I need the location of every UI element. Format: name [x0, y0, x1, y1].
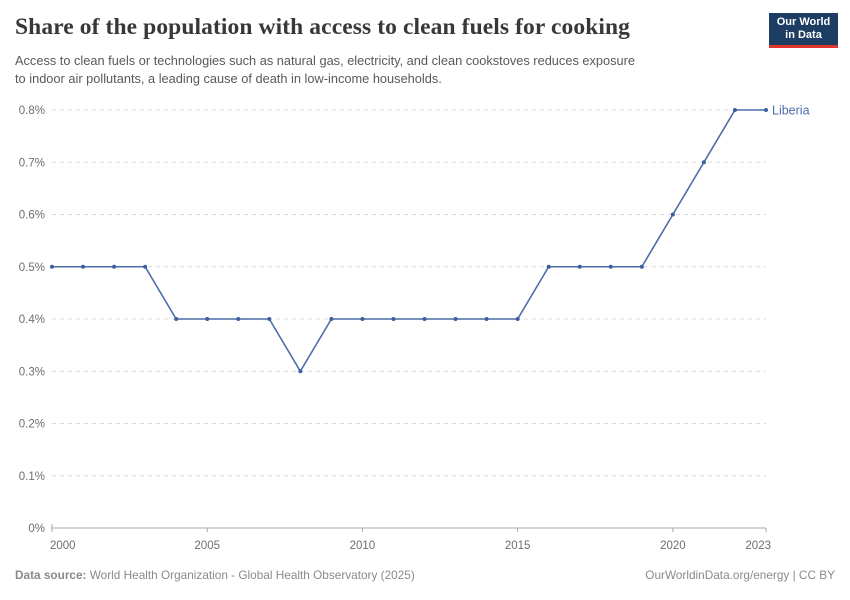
- data-point[interactable]: [577, 264, 582, 269]
- data-point[interactable]: [639, 264, 644, 269]
- y-tick-label: 0.7%: [19, 157, 45, 169]
- data-point[interactable]: [267, 317, 272, 321]
- owid-logo-line2: in Data: [785, 29, 822, 41]
- series-line[interactable]: [52, 109, 766, 373]
- chart-footer: Data source: World Health Organization -…: [15, 568, 835, 582]
- data-source: Data source: World Health Organization -…: [15, 568, 415, 582]
- data-point[interactable]: [50, 264, 54, 269]
- y-tick-label: 0.5%: [19, 262, 45, 274]
- data-source-label: Data source:: [15, 568, 87, 582]
- x-tick-label: 2005: [194, 540, 220, 552]
- data-point[interactable]: [298, 369, 303, 374]
- data-point[interactable]: [546, 264, 551, 269]
- x-tick-label: 2023: [745, 540, 771, 552]
- y-tick-label: 0.4%: [19, 314, 45, 326]
- owid-logo-line1: Our World: [776, 16, 831, 28]
- chart-subtitle: Access to clean fuels or technologies su…: [15, 52, 635, 87]
- data-point[interactable]: [701, 160, 706, 165]
- data-point[interactable]: [670, 212, 675, 217]
- data-point[interactable]: [81, 264, 86, 269]
- data-point[interactable]: [236, 317, 241, 321]
- series-label[interactable]: Liberia: [772, 104, 810, 118]
- data-point[interactable]: [453, 317, 458, 321]
- y-tick-label: 0%: [28, 523, 45, 535]
- data-point[interactable]: [732, 108, 737, 112]
- data-point[interactable]: [143, 264, 148, 269]
- page-title: Share of the population with access to c…: [15, 14, 631, 40]
- data-point[interactable]: [764, 108, 768, 112]
- data-point[interactable]: [112, 264, 117, 269]
- chart-subtitle-line2: to indoor air pollutants, a leading caus…: [15, 70, 442, 86]
- x-tick-label: 2015: [505, 540, 531, 552]
- data-point[interactable]: [205, 317, 210, 321]
- chart-subtitle-line1: Access to clean fuels or technologies su…: [15, 53, 636, 68]
- y-tick-label: 0.8%: [19, 105, 45, 117]
- data-point[interactable]: [360, 317, 365, 321]
- data-point[interactable]: [391, 317, 396, 321]
- x-tick-label: 2020: [660, 540, 686, 552]
- data-point[interactable]: [174, 317, 179, 321]
- data-point[interactable]: [515, 317, 520, 321]
- owid-logo[interactable]: Our World in Data: [769, 13, 838, 48]
- data-point[interactable]: [329, 317, 334, 321]
- y-tick-label: 0.2%: [19, 419, 45, 431]
- y-tick-label: 0.1%: [19, 471, 45, 483]
- y-tick-label: 0.6%: [19, 210, 45, 222]
- data-point[interactable]: [484, 317, 489, 321]
- data-point[interactable]: [608, 264, 613, 269]
- data-point[interactable]: [422, 317, 427, 321]
- x-tick-label: 2000: [50, 540, 76, 552]
- x-tick-label: 2010: [350, 540, 376, 552]
- credit-link[interactable]: OurWorldinData.org/energy | CC BY: [645, 568, 835, 582]
- y-tick-label: 0.3%: [19, 366, 45, 378]
- data-source-value: World Health Organization - Global Healt…: [86, 568, 415, 582]
